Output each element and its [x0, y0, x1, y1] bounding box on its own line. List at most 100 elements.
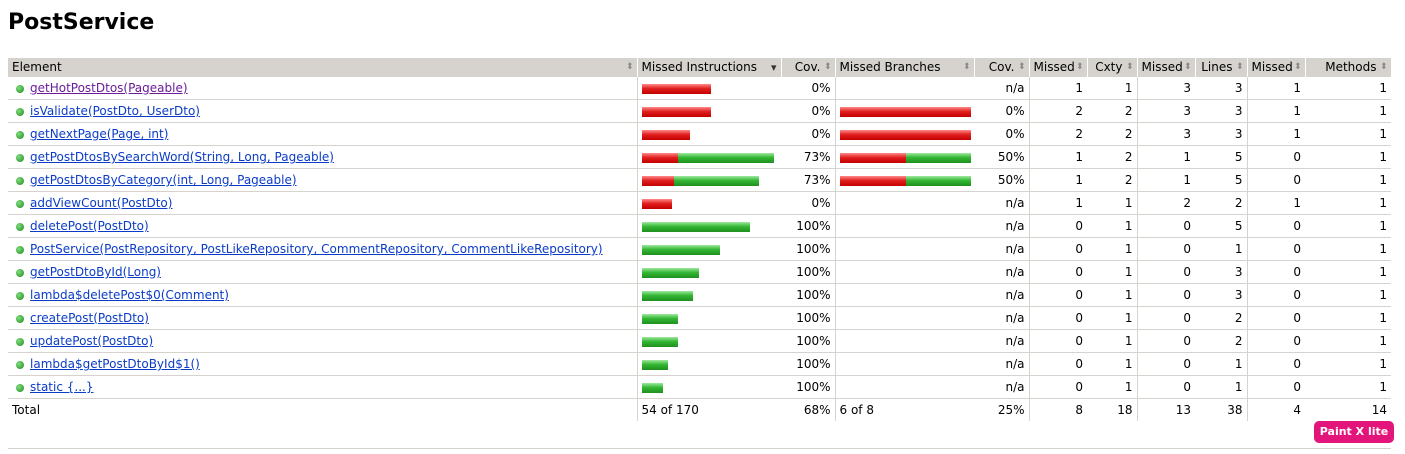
column-header-methods[interactable]: Methods [1305, 58, 1392, 77]
missed-branches-bar-cell [834, 375, 974, 399]
column-header-element[interactable]: Element [8, 58, 638, 77]
element-link[interactable]: PostService(PostRepository, PostLikeRepo… [30, 242, 603, 256]
instructions-coverage: 100% [781, 214, 835, 238]
covered-segment [905, 152, 971, 163]
element-link[interactable]: isValidate(PostDto, UserDto) [30, 104, 200, 118]
element-cell: getPostDtosByCategory(int, Long, Pageabl… [8, 168, 637, 192]
instructions-coverage: 100% [781, 237, 835, 261]
instructions-coverage: 0% [781, 99, 835, 123]
missed-instructions-bar-cell [636, 214, 781, 238]
missed-complexity: 2 [1028, 99, 1087, 123]
footer-divider [8, 448, 1391, 449]
missed-instructions-bar-cell [636, 260, 781, 284]
table-row: lambda$getPostDtoById$1() 100% n/a 0 1 0… [8, 352, 1391, 376]
lines: 3 [1195, 77, 1247, 100]
complexity: 2 [1087, 99, 1137, 123]
missed-instructions-bar [641, 221, 750, 232]
column-header-missed-branches[interactable]: Missed Branches [835, 58, 975, 77]
element-link[interactable]: static {...} [30, 380, 94, 394]
column-header-missed-methods[interactable]: Missed [1247, 58, 1306, 77]
method-status-icon [16, 314, 24, 323]
missed-branches-bar-cell [834, 145, 974, 169]
element-link[interactable]: deletePost(PostDto) [30, 219, 149, 233]
paint-x-lite-badge[interactable]: Paint X lite [1314, 421, 1394, 443]
covered-segment [641, 267, 699, 278]
element-link[interactable]: getNextPage(Page, int) [30, 127, 169, 141]
column-header-missed-complexity[interactable]: Missed [1029, 58, 1088, 77]
methods: 1 [1305, 260, 1391, 284]
missed-lines: 0 [1136, 375, 1195, 399]
complexity: 2 [1087, 145, 1137, 169]
element-link[interactable]: getPostDtosBySearchWord(String, Long, Pa… [30, 150, 334, 164]
total-methods: 14 [1371, 403, 1387, 417]
method-status-icon [16, 176, 24, 185]
column-header-branches-coverage[interactable]: Cov. [974, 58, 1030, 77]
element-cell: lambda$getPostDtoById$1() [8, 352, 637, 376]
missed-branches-bar-cell [834, 214, 974, 238]
element-link[interactable]: getPostDtoById(Long) [30, 265, 161, 279]
lines: 1 [1195, 237, 1247, 261]
missed-methods: 0 [1246, 283, 1305, 307]
element-cell: deletePost(PostDto) [8, 214, 637, 238]
missed-branches-bar [839, 129, 971, 140]
missed-methods: 1 [1246, 77, 1305, 100]
missed-segment [641, 106, 711, 117]
complexity: 1 [1087, 329, 1137, 353]
coverage-table: Element Missed Instructions Cov. Missed … [8, 58, 1392, 421]
total-branches: 6 of 8 [834, 398, 974, 421]
missed-instructions-bar [641, 359, 668, 370]
instructions-coverage: 73% [781, 168, 835, 192]
complexity: 2 [1087, 122, 1137, 146]
missed-instructions-bar-cell [636, 168, 781, 192]
methods: 1 [1305, 191, 1391, 215]
methods: 1 [1305, 77, 1391, 100]
instructions-coverage: 100% [781, 375, 835, 399]
missed-instructions-bar-cell [636, 77, 781, 100]
column-header-missed-instructions[interactable]: Missed Instructions [637, 58, 782, 77]
missed-methods: 1 [1246, 191, 1305, 215]
missed-lines: 1 [1136, 168, 1195, 192]
element-cell: getPostDtosBySearchWord(String, Long, Pa… [8, 145, 637, 169]
element-link[interactable]: lambda$getPostDtoById$1() [30, 357, 200, 371]
lines: 2 [1195, 306, 1247, 330]
missed-complexity: 0 [1028, 260, 1087, 284]
element-link[interactable]: getPostDtosByCategory(int, Long, Pageabl… [30, 173, 297, 187]
method-status-icon [16, 291, 24, 300]
instructions-coverage: 100% [781, 260, 835, 284]
table-row: PostService(PostRepository, PostLikeRepo… [8, 237, 1391, 261]
missed-instructions-bar [641, 382, 663, 393]
table-footer: Total 54 of 170 68% 6 of 8 25% 8 18 13 3… [8, 398, 1391, 421]
column-header-complexity[interactable]: Cxty [1087, 58, 1138, 77]
column-header-instructions-coverage[interactable]: Cov. [781, 58, 836, 77]
methods: 1 [1305, 168, 1391, 192]
total-branches-coverage: 25% [997, 403, 1025, 417]
missed-branches-bar-cell [834, 329, 974, 353]
missed-lines: 3 [1136, 122, 1195, 146]
covered-segment [641, 313, 678, 324]
element-link[interactable]: lambda$deletePost$0(Comment) [30, 288, 229, 302]
table-row: getHotPostDtos(Pageable) 0% n/a 1 1 3 3 … [8, 77, 1391, 100]
complexity: 1 [1087, 77, 1137, 100]
missed-branches-bar [839, 175, 971, 186]
missed-instructions-bar-cell [636, 145, 781, 169]
missed-lines: 0 [1136, 329, 1195, 353]
instructions-coverage: 0% [781, 191, 835, 215]
lines: 5 [1195, 168, 1247, 192]
element-cell: static {...} [8, 375, 637, 399]
complexity: 1 [1087, 191, 1137, 215]
branches-coverage: n/a [974, 375, 1029, 399]
column-header-missed-lines[interactable]: Missed [1137, 58, 1196, 77]
element-link[interactable]: createPost(PostDto) [30, 311, 149, 325]
element-link[interactable]: getHotPostDtos(Pageable) [30, 81, 188, 95]
element-link[interactable]: addViewCount(PostDto) [30, 196, 173, 210]
missed-methods: 0 [1246, 306, 1305, 330]
method-status-icon [16, 383, 24, 392]
element-link[interactable]: updatePost(PostDto) [30, 334, 154, 348]
methods: 1 [1305, 306, 1391, 330]
branches-coverage: n/a [974, 214, 1029, 238]
branches-coverage: 50% [974, 145, 1029, 169]
method-status-icon [16, 107, 24, 116]
column-header-lines[interactable]: Lines [1195, 58, 1248, 77]
total-lines: 38 [1227, 403, 1243, 417]
complexity: 1 [1087, 214, 1137, 238]
